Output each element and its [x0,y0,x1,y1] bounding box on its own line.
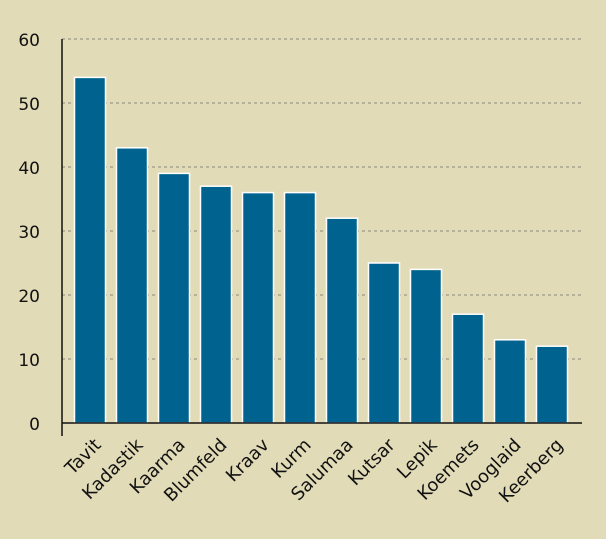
bar-vooglaid [493,339,527,424]
y-tick-label: 30 [18,223,40,243]
y-tick-label: 20 [18,287,40,307]
bar-salumaa [325,217,359,424]
x-tick-label: Kraav [222,434,274,486]
y-tick-label: 60 [18,31,40,51]
y-tick-label: 0 [29,415,40,435]
bar-blumfeld [199,185,233,424]
bar-kraav [241,191,275,424]
bar-lepik [409,268,443,424]
bar-keerberg [535,345,569,424]
bars [73,76,569,424]
bar-kutsar [367,262,401,424]
bar-koemets [451,313,485,424]
y-tick-label: 40 [18,159,40,179]
y-tick-label: 50 [18,95,40,115]
axes [61,39,582,436]
bar-kaarma [157,172,191,424]
x-tick-label: Kutsar [344,434,400,490]
y-tick-label: 10 [18,351,40,371]
bar-tavit [73,76,107,424]
y-tick-labels: 0 10 20 30 40 50 60 [18,31,40,435]
bar-kadastik [115,147,149,424]
bar-kurm [283,191,317,424]
x-tick-labels: TavitKadastikKaarmaBlumfeldKraavKurmSalu… [60,434,567,507]
